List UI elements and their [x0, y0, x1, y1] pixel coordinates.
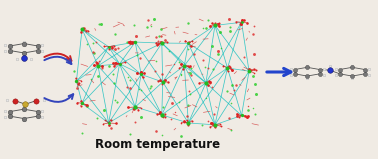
Text: Room temperature: Room temperature: [94, 138, 220, 151]
